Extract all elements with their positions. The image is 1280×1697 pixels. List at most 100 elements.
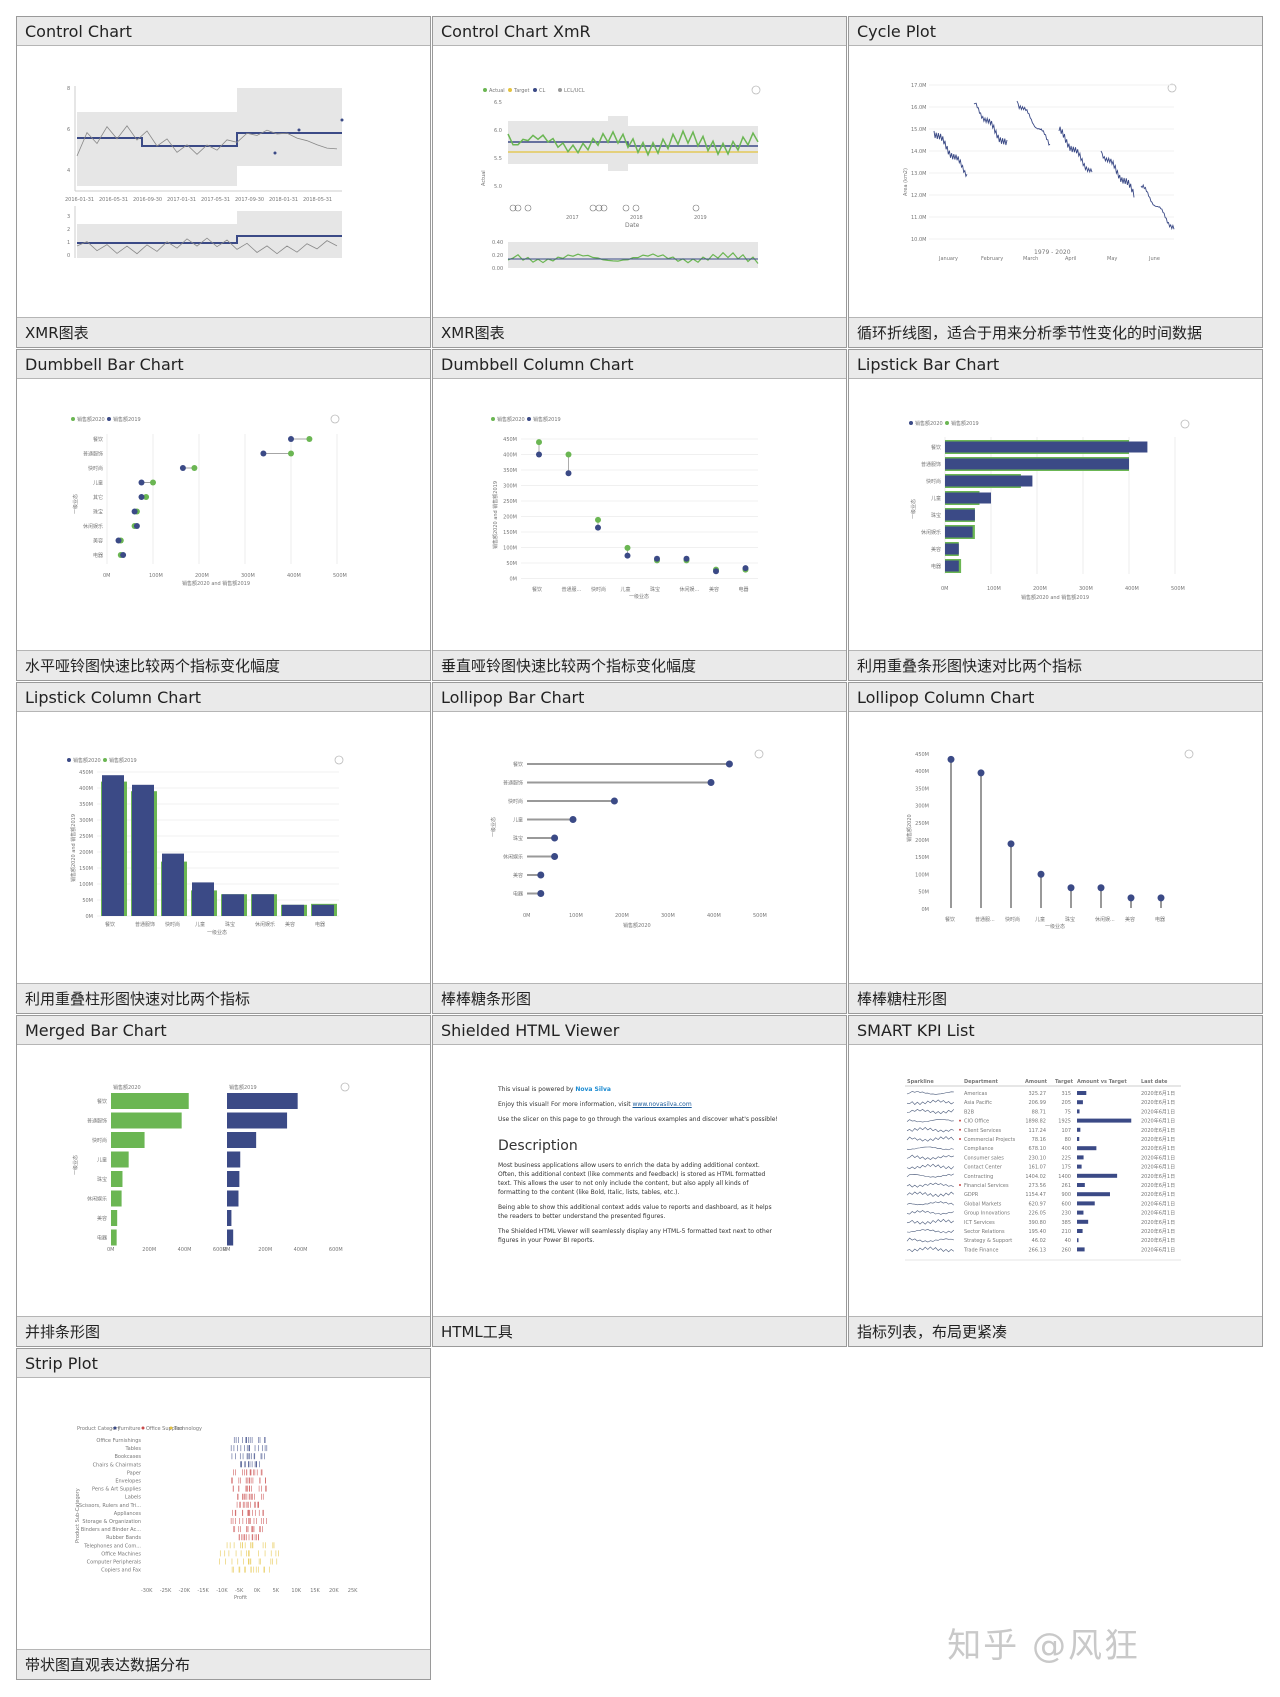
dot-2019 [120,552,127,558]
cycle-series [1140,183,1175,231]
category-label: 餐饮 [97,1098,107,1105]
department-name: Strategy & Support [964,1238,1012,1244]
target-value: 80 [1065,1137,1071,1143]
y-tick-label: 11.0M [911,215,926,221]
department-name: Contracting [964,1174,993,1180]
target-value: 260 [1061,1247,1071,1253]
category-label: 餐饮 [532,586,542,593]
x-tick-label: -15K [197,1588,209,1594]
column-2020 [282,904,304,916]
last-date: 2020年6月1日 [1141,1228,1175,1235]
category-label: 珠宝 [931,512,941,519]
target-value: 75 [1065,1109,1071,1115]
cell-caption: 循环折线图，适合于用来分析季节性变化的时间数据 [849,317,1262,347]
lollipop-head [1037,870,1045,878]
y-tick-label: 450M [915,752,929,758]
x-tick-label: January [938,256,958,262]
bar-2019 [227,1132,257,1148]
dot-2019 [654,555,660,562]
gallery-cell-control-chart-xmr: Control Chart XmR Actual Target CL LCL/UCL 6… [432,16,847,348]
category-label: 快时尚 [926,478,941,485]
last-date: 2020年6月1日 [1141,1118,1175,1125]
sparkline [906,1173,954,1178]
outlier-point [340,118,344,122]
x-tick-label: 10K [291,1588,301,1594]
y-tick-label: 450M [79,770,93,776]
cell-caption: 水平哑铃图快速比较两个指标变化幅度 [17,650,430,680]
y-tick-label: 17.0M [911,83,926,89]
x-tick-label: 400M [178,1247,192,1253]
last-date: 2020年6月1日 [1141,1127,1175,1134]
cell-title: Merged Bar Chart [17,1016,430,1045]
lollipop-head [569,816,577,823]
x-tick-label: 20K [329,1588,339,1594]
x-tick-label: 2017-01-31 [167,197,196,203]
legend-marker [483,88,487,92]
category-label: 餐饮 [931,444,941,451]
department-name: Americas [964,1091,988,1097]
department-name: ICT Services [964,1220,995,1226]
cell-caption: 垂直哑铃图快速比较两个指标变化幅度 [433,650,846,680]
last-date: 2020年6月1日 [1141,1182,1175,1189]
x-tick-label: June [1148,256,1160,262]
lollipop-head [707,779,715,786]
amount-bar [1077,1247,1085,1252]
category-label: 餐饮 [945,916,955,923]
cell-caption: 并排条形图 [17,1316,430,1346]
x-tick-label: 0M [523,913,531,919]
dot-2019 [713,568,719,575]
sparkline [906,1127,954,1133]
y-tick-label: 100M [915,872,929,878]
description-p1: Most business applications allow users t… [498,1162,766,1196]
sparkline [906,1210,954,1215]
actual-line [507,129,759,157]
category-label: 美容 [93,538,103,545]
x-tick-label: 0M [103,573,111,579]
sparkline [906,1118,954,1123]
cl-line [508,141,758,147]
legend-label: 销售额2020 [77,416,105,423]
y-tick-label: 250M [79,834,93,840]
last-date: 2020年6月1日 [1141,1200,1175,1207]
x-tick-label: 100M [149,573,163,579]
amount-bar [1077,1201,1095,1206]
x-tick-label: 100M [569,913,583,919]
x-tick-label: March [1023,256,1038,262]
lollipop-head [1097,884,1105,892]
cell-title: Control Chart XmR [433,17,846,46]
amount-bar [1077,1146,1097,1151]
gallery-cell-lipstick-bar: Lipstick Bar Chart 销售额2020 销售额2019 0M 100M 2… [848,349,1263,681]
category-label: 儿童 [621,586,631,593]
control-band [77,88,342,186]
info-icon [1180,419,1190,429]
y-tick-label: 400M [503,453,517,459]
legend-label: 销售额2019 [951,420,979,427]
bar-2020 [111,1171,123,1187]
y-tick-label: 6 [67,127,70,133]
bar-2019 [227,1171,240,1187]
y-tick-label: 14.0M [911,149,926,155]
rule-marker [622,204,630,212]
target-value: 600 [1061,1201,1071,1207]
alert-dot [959,1184,961,1186]
kpi-header: Target [1055,1079,1074,1085]
sub-category-label: Bookcases [114,1454,141,1460]
target-value: 1400 [1058,1174,1071,1180]
y-axis-title: 一级业态 [490,817,497,837]
legend-marker [558,88,562,92]
bar-2020 [945,492,991,504]
amount-bar [1077,1229,1083,1233]
category-label: 快时尚 [591,586,606,593]
y-tick-label: 150M [915,855,929,861]
category-label: 珠宝 [650,586,660,593]
target-value: 40 [1065,1238,1071,1244]
last-date: 2020年6月1日 [1141,1219,1175,1226]
target-value: 400 [1061,1146,1071,1152]
legend-label: 销售额2019 [113,416,141,423]
x-tick-label: 2016-01-31 [65,197,94,203]
y-tick-label: 6.5 [494,100,502,106]
website-link[interactable]: www.novasilva.com [632,1101,692,1108]
info-icon [334,755,344,765]
chart-area: Sparkline Department Amount Target Amount vs… [849,1045,1262,1316]
dot-2019 [138,494,145,500]
